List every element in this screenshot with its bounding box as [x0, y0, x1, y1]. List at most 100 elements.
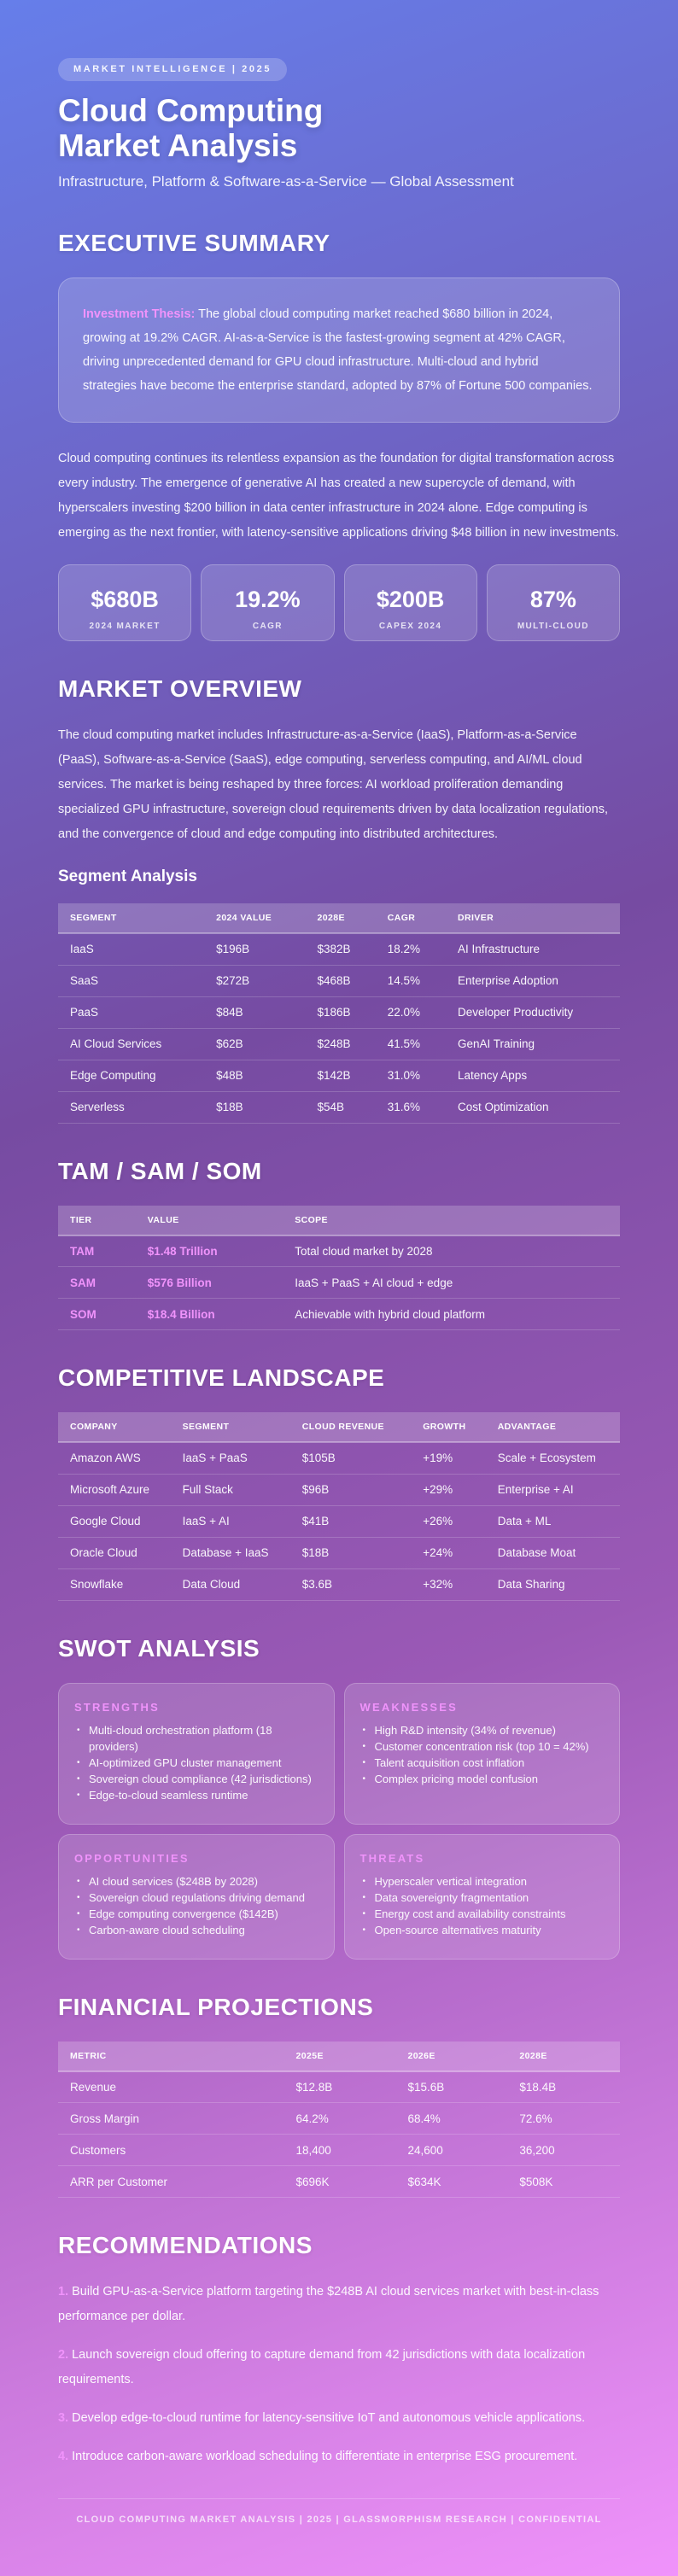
cell-company: Snowflake: [58, 1568, 171, 1601]
cell-value-2024: $196B: [204, 933, 306, 966]
column-header: SCOPE: [283, 1205, 620, 1236]
tam-sam-som-section: TAM / SAM / SOM TIER VALUE SCOPE TAM $1.…: [58, 1157, 620, 1330]
cell-segment: Edge Computing: [58, 1060, 205, 1092]
recommendation-item: 3. Develop edge-to-cloud runtime for lat…: [58, 2406, 620, 2431]
cell-metric: Customers: [58, 2134, 284, 2166]
cell-2026e: $15.6B: [395, 2071, 508, 2103]
column-header: CAGR: [375, 903, 447, 934]
cell-company: Amazon AWS: [58, 1442, 171, 1475]
competitive-table: COMPANY SEGMENT CLOUD REVENUE GROWTH ADV…: [58, 1412, 620, 1601]
cell-cagr: 31.0%: [375, 1060, 447, 1092]
cell-value: $1.48 Trillion: [135, 1235, 283, 1267]
list-item: Energy cost and availability constraints: [360, 1906, 605, 1922]
cell-segment: Serverless: [58, 1091, 205, 1124]
section-heading: COMPETITIVE LANDSCAPE: [58, 1364, 385, 1391]
cell-value-2028: $186B: [305, 996, 376, 1029]
section-heading: TAM / SAM / SOM: [58, 1157, 262, 1184]
cell-advantage: Database Moat: [485, 1537, 620, 1569]
swot-grid: STRENGTHS Multi-cloud orchestration plat…: [58, 1682, 620, 1960]
market-overview-section: MARKET OVERVIEW The cloud computing mark…: [58, 675, 620, 1124]
subsection-heading: Segment Analysis: [58, 867, 197, 885]
cell-driver: Latency Apps: [446, 1060, 620, 1092]
cell-segment: IaaS + AI: [170, 1505, 290, 1538]
list-item: Edge-to-cloud seamless runtime: [74, 1787, 319, 1803]
list-item: AI-optimized GPU cluster management: [74, 1755, 319, 1771]
cell-growth: +26%: [411, 1505, 486, 1538]
stat-card-capex: $200B CAPEX 2024: [343, 564, 477, 641]
cell-advantage: Scale + Ecosystem: [485, 1442, 620, 1475]
summary-paragraph: Cloud computing continues its relentless…: [58, 452, 619, 540]
cell-driver: AI Infrastructure: [446, 933, 620, 966]
table-row: Snowflake Data Cloud $3.6B +32% Data Sha…: [58, 1568, 620, 1601]
list-item: Carbon-aware cloud scheduling: [74, 1922, 319, 1938]
cell-segment: IaaS + PaaS: [170, 1442, 290, 1475]
cell-growth: +19%: [411, 1442, 486, 1475]
cell-2028e: $508K: [507, 2165, 620, 2198]
recommendation-text: Introduce carbon-aware workload scheduli…: [68, 2450, 578, 2463]
cell-revenue: $105B: [289, 1442, 412, 1475]
cell-revenue: $96B: [289, 1474, 412, 1506]
table-row: Serverless $18B $54B 31.6% Cost Optimiza…: [58, 1091, 620, 1124]
competitive-landscape-section: COMPETITIVE LANDSCAPE COMPANY SEGMENT CL…: [58, 1364, 620, 1601]
table-row: Revenue $12.8B $15.6B $18.4B: [58, 2071, 620, 2103]
list-item: AI cloud services ($248B by 2028): [74, 1873, 319, 1890]
table-row: Microsoft Azure Full Stack $96B +29% Ent…: [58, 1474, 620, 1506]
cell-2025e: $12.8B: [283, 2071, 396, 2103]
cell-driver: Cost Optimization: [446, 1091, 620, 1124]
swot-opportunities-card: OPPORTUNITIES AI cloud services ($248B b…: [58, 1833, 335, 1960]
page-subtitle: Infrastructure, Platform & Software-as-a…: [58, 173, 514, 190]
table-row: PaaS $84B $186B 22.0% Developer Producti…: [58, 996, 620, 1029]
table-row: SOM $18.4 Billion Achievable with hybrid…: [58, 1298, 620, 1330]
column-header: DRIVER: [446, 903, 620, 934]
cell-segment: AI Cloud Services: [58, 1028, 205, 1060]
swot-threats-card: THREATS Hyperscaler vertical integration…: [343, 1833, 620, 1960]
table-row: ARR per Customer $696K $634K $508K: [58, 2165, 620, 2198]
cell-growth: +32%: [411, 1568, 486, 1601]
cell-2026e: $634K: [395, 2165, 508, 2198]
column-header: CLOUD REVENUE: [289, 1412, 412, 1443]
recommendation-text: Build GPU-as-a-Service platform targetin…: [58, 2285, 599, 2323]
table-header-row: COMPANY SEGMENT CLOUD REVENUE GROWTH ADV…: [58, 1412, 620, 1443]
section-heading: SWOT ANALYSIS: [58, 1634, 260, 1662]
column-header: 2024 VALUE: [204, 903, 306, 934]
cell-2028e: $18.4B: [507, 2071, 620, 2103]
page-footer: CLOUD COMPUTING MARKET ANALYSIS | 2025 |…: [58, 2498, 620, 2525]
cell-metric: Gross Margin: [58, 2102, 284, 2135]
cell-company: Oracle Cloud: [58, 1537, 171, 1569]
cell-tier: SOM: [58, 1298, 136, 1330]
table-row: Amazon AWS IaaS + PaaS $105B +19% Scale …: [58, 1442, 620, 1475]
list-item: Multi-cloud orchestration platform (18 p…: [74, 1722, 319, 1755]
executive-summary-section: EXECUTIVE SUMMARY Investment Thesis: The…: [58, 230, 620, 641]
cell-segment: Data Cloud: [170, 1568, 290, 1601]
section-heading: FINANCIAL PROJECTIONS: [58, 1993, 374, 2020]
column-header: VALUE: [135, 1205, 283, 1236]
column-header: SEGMENT: [58, 903, 205, 934]
table-row: AI Cloud Services $62B $248B 41.5% GenAI…: [58, 1028, 620, 1060]
recommendation-item: 4. Introduce carbon-aware workload sched…: [58, 2445, 620, 2469]
table-row: IaaS $196B $382B 18.2% AI Infrastructure: [58, 933, 620, 966]
cell-growth: +24%: [411, 1537, 486, 1569]
cell-value-2024: $272B: [204, 965, 306, 997]
swot-weaknesses-card: WEAKNESSES High R&D intensity (34% of re…: [343, 1682, 620, 1825]
column-header: TIER: [58, 1205, 136, 1236]
cell-value: $18.4 Billion: [135, 1298, 283, 1330]
cell-company: Google Cloud: [58, 1505, 171, 1538]
swot-card-title: THREATS: [359, 1851, 425, 1865]
cell-cagr: 31.6%: [375, 1091, 447, 1124]
list-item: High R&D intensity (34% of revenue): [360, 1722, 605, 1738]
cell-advantage: Data + ML: [485, 1505, 620, 1538]
list-item: Sovereign cloud regulations driving dema…: [74, 1890, 319, 1906]
cell-value-2028: $382B: [305, 933, 376, 966]
table-header-row: SEGMENT 2024 VALUE 2028E CAGR DRIVER: [58, 903, 620, 934]
table-row: Customers 18,400 24,600 36,200: [58, 2134, 620, 2166]
recommendation-item: 2. Launch sovereign cloud offering to ca…: [58, 2343, 620, 2392]
cell-value-2024: $48B: [204, 1060, 306, 1092]
recommendation-item: 1. Build GPU-as-a-Service platform targe…: [58, 2280, 620, 2329]
cell-value-2028: $142B: [305, 1060, 376, 1092]
stat-card-market: $680B 2024 MARKET: [58, 564, 192, 641]
stat-value: $680B: [91, 587, 159, 612]
recommendation-number: 4.: [58, 2450, 69, 2463]
cell-revenue: $3.6B: [289, 1568, 412, 1601]
recommendation-number: 2.: [58, 2348, 69, 2362]
